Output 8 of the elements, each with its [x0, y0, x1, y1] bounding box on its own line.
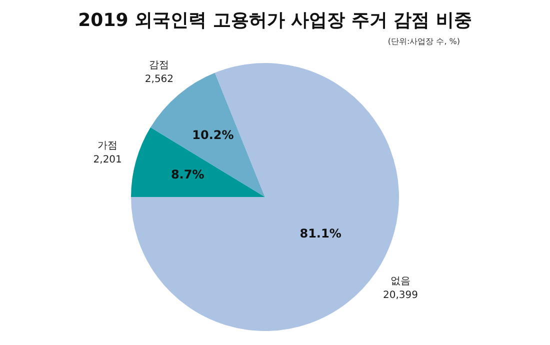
data-label: 10.2% — [192, 128, 234, 142]
slice-label: 감점 2,562 — [144, 60, 174, 85]
chart-subtitle: (단위:사업장 수, %) — [388, 36, 460, 47]
slice-label: 가점 2,201 — [93, 140, 122, 166]
slice-label: 없음 20,399 — [383, 276, 418, 302]
data-label: 8.7% — [170, 167, 204, 182]
data-label: 81.1% — [300, 226, 342, 241]
chart-title: 2019 외국인력 고용허가 사업장 주거 감점 비중 — [77, 9, 473, 32]
